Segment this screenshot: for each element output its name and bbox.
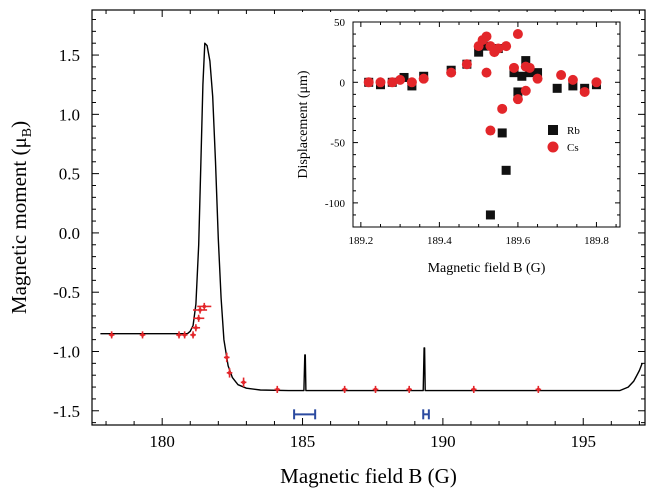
- inset-point-rb: [501, 165, 511, 175]
- inset-point-cs: [395, 74, 406, 85]
- measurement-point: [191, 324, 201, 332]
- measurement-point: [341, 385, 348, 393]
- main-y-axis-title: Magnetic moment (μB): [7, 121, 35, 314]
- inset-y-tick-label: 0: [340, 77, 346, 89]
- inset-point-rb: [517, 71, 527, 81]
- inset-y-axis-title: Displacement (μm): [296, 70, 311, 179]
- inset-point-rb: [533, 68, 543, 78]
- main-y-tick-label: -1.0: [53, 342, 80, 361]
- inset-point-cs: [532, 73, 543, 84]
- inset-background: [285, 12, 630, 287]
- inset-point-cs: [461, 59, 472, 70]
- measurement-point: [193, 314, 205, 322]
- measurement-point: [372, 385, 379, 393]
- inset-legend: Rb Cs: [547, 125, 580, 154]
- theory-curve-line: [100, 42, 643, 392]
- inset-point-cs: [493, 43, 504, 54]
- inset-point-rb: [552, 83, 562, 93]
- inset-point-cs: [485, 125, 496, 136]
- inset-point-cs: [497, 103, 508, 114]
- inset-point-rb: [521, 56, 531, 66]
- inset-point-cs: [446, 67, 457, 78]
- inset-point-cs: [418, 73, 429, 84]
- inset-point-cs: [579, 86, 590, 97]
- inset-point-cs: [524, 62, 535, 73]
- inset-plot-frame: [352, 21, 621, 228]
- main-chart: 180 185 190 195 -1.5 -1.0 -0.5 0.0 0.5 1.0 1.5 Mag…: [7, 9, 646, 488]
- inset-point-cs: [375, 77, 386, 88]
- inset-x-tick-label: 189.4: [427, 235, 452, 247]
- legend-label-rb: Rb: [567, 125, 580, 137]
- main-y-axis-title-base: Magnetic moment (μ: [7, 137, 31, 314]
- main-y-axis-title-close: ): [7, 121, 31, 128]
- inset-point-cs: [363, 77, 374, 88]
- inset-point-rb: [513, 87, 523, 97]
- main-y-tick-label: -1.5: [53, 402, 80, 421]
- main-x-tick-label: 180: [149, 432, 175, 451]
- main-y-tick-label: 1.0: [59, 105, 80, 124]
- inset-y-tick-label: -50: [330, 138, 345, 150]
- measurement-point: [406, 385, 413, 393]
- inset-point-cs: [591, 77, 602, 88]
- inset-point-rb: [485, 210, 495, 220]
- field-intervals: [293, 409, 430, 420]
- measurement-point: [139, 331, 146, 339]
- measurement-point: [181, 331, 188, 339]
- inset-point-cs: [406, 77, 417, 88]
- inset-x-tick-label: 189.8: [584, 235, 609, 247]
- measurement-point: [223, 352, 230, 363]
- inset-x-axis-title: Magnetic field B (G): [428, 261, 546, 276]
- main-x-tick-label: 190: [430, 432, 456, 451]
- main-plot-frame: [91, 9, 646, 426]
- inset-x-tick-label: 189.2: [348, 235, 373, 247]
- main-y-tick-label: 0.5: [59, 165, 80, 184]
- inset-series-cs: [363, 29, 602, 136]
- main-x-tick-label: 185: [290, 432, 316, 451]
- inset-point-cs: [481, 31, 492, 42]
- legend-marker-rb: [548, 125, 558, 135]
- main-y-tick-label: 1.5: [59, 46, 80, 65]
- inset-point-cs: [387, 77, 398, 88]
- main-y-tick-label: 0.0: [59, 224, 80, 243]
- measurement-point: [226, 368, 233, 378]
- main-x-axis-title: Magnetic field B (G): [280, 464, 457, 488]
- inset-y-tick-label: 50: [334, 17, 346, 29]
- measurement-point: [240, 377, 247, 388]
- measurement-point: [176, 331, 182, 339]
- main-y-tick-label: -0.5: [53, 283, 80, 302]
- measurement-point: [190, 331, 196, 339]
- measurement-points: [108, 302, 542, 393]
- inset-y-tick-label: -100: [325, 198, 346, 210]
- inset-point-cs: [512, 94, 523, 105]
- main-x-tick-label: 195: [570, 432, 596, 451]
- legend-marker-cs: [547, 141, 559, 153]
- main-y-axis-title-sub: B: [20, 128, 35, 137]
- inset-point-cs: [501, 41, 512, 52]
- measurement-point: [197, 302, 212, 310]
- inset-points: [363, 29, 602, 220]
- inset-point-cs: [512, 29, 523, 40]
- main-curve: [100, 42, 643, 392]
- inset-chart: 189.2 189.4 189.6 189.8 -100 -50 0 50 Rb Cs Magn…: [285, 12, 630, 287]
- inset-point-cs: [508, 62, 519, 73]
- field-interval-bar: [422, 409, 430, 420]
- inset-point-cs: [520, 85, 531, 96]
- inset-point-rb: [497, 128, 507, 138]
- measurement-point: [470, 385, 477, 393]
- inset-axis-ticks: 189.2 189.4 189.6 189.8 -100 -50 0 50: [325, 17, 620, 247]
- measurement-point: [274, 385, 281, 393]
- inset-x-tick-label: 189.6: [506, 235, 531, 247]
- inset-point-cs: [481, 67, 492, 78]
- measurement-point: [108, 331, 115, 339]
- inset-point-rb: [568, 81, 578, 91]
- legend-label-cs: Cs: [567, 142, 579, 154]
- inset-point-cs: [556, 70, 567, 81]
- measurement-point: [535, 385, 542, 393]
- inset-point-cs: [567, 74, 578, 85]
- field-interval-bar: [293, 409, 317, 420]
- inset-point-rb: [474, 47, 484, 57]
